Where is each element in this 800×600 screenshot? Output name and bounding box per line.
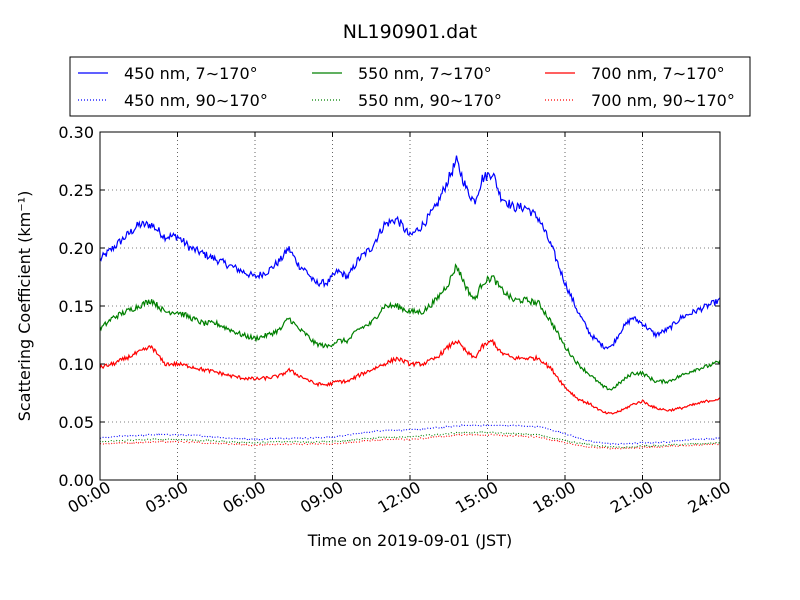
y-tick-label: 0.25 bbox=[58, 181, 94, 200]
x-tick-label: 18:00 bbox=[530, 477, 579, 517]
ticks: 00:00 03:00 06:00 09:00 12:00 15:00 18:00 21:00… bbox=[58, 123, 734, 517]
x-tick-label: 06:00 bbox=[220, 477, 269, 517]
legend-label: 700 nm, 90∼170° bbox=[591, 91, 735, 110]
legend-label: 450 nm, 7∼170° bbox=[124, 64, 258, 83]
series-layer bbox=[99, 155, 721, 450]
legend-label: 550 nm, 7∼170° bbox=[358, 64, 492, 83]
y-tick-label: 0.30 bbox=[58, 123, 94, 142]
x-tick-label: 15:00 bbox=[452, 477, 501, 517]
y-tick-label: 0.15 bbox=[58, 297, 94, 316]
grid bbox=[100, 132, 720, 480]
series-line-4 bbox=[99, 338, 721, 415]
legend-box bbox=[69, 56, 751, 117]
legend-label: 450 nm, 90∼170° bbox=[124, 91, 268, 110]
legend-label: 700 nm, 7∼170° bbox=[591, 64, 725, 83]
x-tick-label: 09:00 bbox=[297, 477, 346, 517]
y-tick-label: 0.10 bbox=[58, 355, 94, 374]
y-tick-label: 0.00 bbox=[58, 471, 94, 490]
x-axis-label: Time on 2019-09-01 (JST) bbox=[307, 531, 512, 550]
x-tick-label: 21:00 bbox=[607, 477, 656, 517]
legend: 450 nm, 7∼170° 450 nm, 90∼170° 550 nm, 7∼1… bbox=[69, 56, 751, 117]
series-line-3 bbox=[99, 431, 721, 449]
y-tick-label: 0.20 bbox=[58, 239, 94, 258]
series-line-2 bbox=[99, 263, 721, 391]
x-tick-label: 24:00 bbox=[685, 477, 734, 517]
y-tick-label: 0.05 bbox=[58, 413, 94, 432]
x-tick-label: 12:00 bbox=[375, 477, 424, 517]
legend-label: 550 nm, 90∼170° bbox=[358, 91, 502, 110]
y-axis-label: Scattering Coefficient (km⁻¹) bbox=[15, 191, 34, 422]
x-tick-label: 03:00 bbox=[142, 477, 191, 517]
series-line-1 bbox=[99, 423, 721, 446]
chart-title: NL190901.dat bbox=[343, 21, 478, 43]
series-line-0 bbox=[99, 155, 721, 350]
